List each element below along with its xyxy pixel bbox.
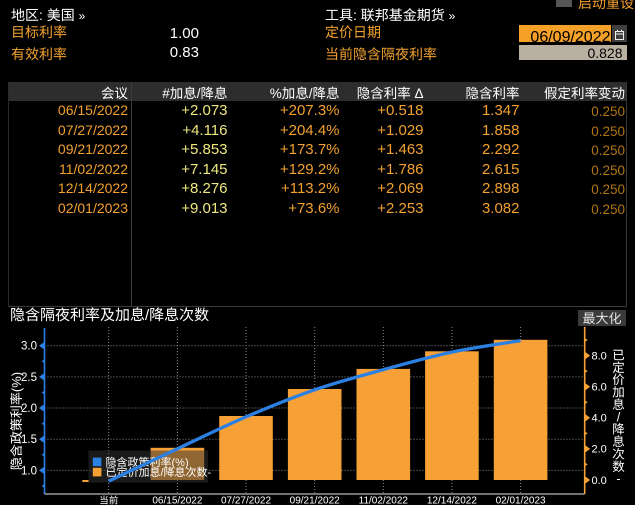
svg-text:息: 息	[612, 431, 625, 450]
svg-text:2.0: 2.0	[21, 400, 37, 416]
svg-text:-: -	[616, 468, 620, 487]
svg-text:06/15/2022: 06/15/2022	[152, 492, 202, 505]
svg-text:价: 价	[612, 369, 625, 388]
svg-text:隐含政策利率(%): 隐含政策利率(%)	[6, 372, 25, 470]
svg-text:/: /	[617, 406, 621, 425]
svg-text:8.0: 8.0	[592, 347, 607, 363]
svg-text:当前: 当前	[99, 493, 118, 505]
svg-text:已: 已	[612, 345, 625, 364]
svg-text:2.5: 2.5	[21, 369, 37, 385]
svg-text:2.0: 2.0	[592, 441, 607, 457]
svg-text:11/02/2022: 11/02/2022	[359, 492, 409, 505]
svg-text:0.0: 0.0	[592, 472, 607, 488]
svg-text:07/27/2022: 07/27/2022	[221, 492, 271, 505]
svg-text:数: 数	[612, 456, 625, 475]
svg-text:12/14/2022: 12/14/2022	[427, 492, 477, 505]
svg-text:09/21/2022: 09/21/2022	[290, 492, 340, 505]
svg-text:已定价加息/降息次数-: 已定价加息/降息次数-	[106, 464, 212, 480]
svg-text:定: 定	[612, 357, 625, 376]
svg-text:02/01/2023: 02/01/2023	[496, 492, 546, 505]
svg-text:次: 次	[612, 444, 625, 463]
svg-text:4.0: 4.0	[592, 410, 607, 426]
svg-text:降: 降	[612, 419, 625, 438]
svg-text:息: 息	[612, 394, 625, 413]
svg-text:1.0: 1.0	[21, 462, 37, 478]
svg-text:加: 加	[612, 382, 625, 401]
svg-text:1.5: 1.5	[21, 431, 37, 447]
svg-text:6.0: 6.0	[592, 379, 607, 395]
svg-text:3.0: 3.0	[21, 338, 37, 354]
